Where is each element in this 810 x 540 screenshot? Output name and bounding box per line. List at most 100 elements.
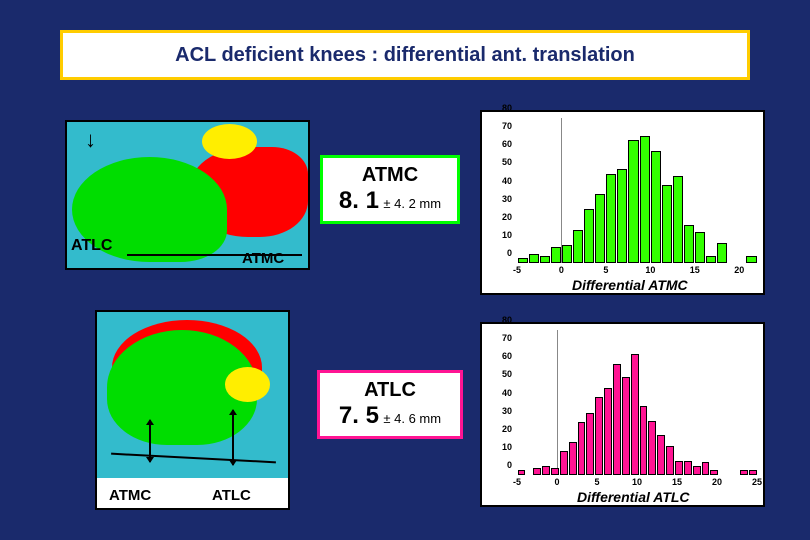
y-tick: 80 xyxy=(502,315,512,325)
stat-value: 8. 1 xyxy=(339,187,379,214)
measure-arrow-medial xyxy=(149,420,151,462)
x-tick: -5 xyxy=(513,265,521,275)
bar xyxy=(717,243,727,263)
anatomical-diagram-lateral: ↓ ATLC ATMC xyxy=(65,120,310,270)
bar xyxy=(551,247,561,263)
x-tick: 15 xyxy=(672,477,682,487)
histogram-xlabel: Differential ATMC xyxy=(572,277,688,293)
histogram-xlabel: Differential ATLC xyxy=(577,489,690,505)
bars xyxy=(517,330,757,475)
y-tick: 80 xyxy=(502,103,512,113)
x-tick: 20 xyxy=(712,477,722,487)
y-tick: 60 xyxy=(502,351,512,361)
bar xyxy=(518,470,526,475)
diagram-label-atlc: ATLC xyxy=(212,487,251,504)
y-tick: 60 xyxy=(502,139,512,149)
bar xyxy=(640,406,648,475)
bar xyxy=(684,225,694,263)
bar xyxy=(706,256,716,263)
measure-arrow-lateral xyxy=(232,410,234,465)
stat-value: 7. 5 xyxy=(339,402,379,429)
bar xyxy=(604,388,612,475)
y-tick: 50 xyxy=(502,369,512,379)
y-axis: 01020304050607080 xyxy=(482,330,515,475)
bar xyxy=(562,245,572,263)
bar xyxy=(586,413,594,475)
bar xyxy=(622,377,630,475)
y-tick: 40 xyxy=(502,388,512,398)
stat-label: ATLC xyxy=(330,379,450,402)
y-tick: 0 xyxy=(507,248,512,258)
bar xyxy=(518,258,528,263)
stat-label: ATMC xyxy=(333,164,447,187)
bar xyxy=(702,462,710,475)
bar xyxy=(749,470,757,475)
bar xyxy=(684,461,692,476)
bar xyxy=(533,468,541,475)
bar xyxy=(657,435,665,475)
stat-atlc: ATLC 7. 5 ± 4. 6 mm xyxy=(317,370,463,439)
bar xyxy=(666,446,674,475)
bar xyxy=(628,140,638,263)
stat-atmc: ATMC 8. 1 ± 4. 2 mm xyxy=(320,155,460,224)
y-axis: 01020304050607080 xyxy=(482,118,515,263)
diagram-label-atmc: ATMC xyxy=(242,250,284,267)
y-tick: 70 xyxy=(502,333,512,343)
bar xyxy=(631,354,639,475)
bar xyxy=(662,185,672,263)
bar xyxy=(648,421,656,475)
bar xyxy=(573,230,583,263)
y-tick: 70 xyxy=(502,121,512,131)
bar xyxy=(529,254,539,263)
bar xyxy=(540,256,550,263)
bar xyxy=(695,232,705,263)
bar xyxy=(746,256,756,263)
y-tick: 50 xyxy=(502,157,512,167)
y-tick: 30 xyxy=(502,406,512,416)
x-tick: 0 xyxy=(554,477,559,487)
bar xyxy=(560,451,568,475)
x-tick: 25 xyxy=(752,477,762,487)
bar xyxy=(710,470,718,475)
bar xyxy=(675,461,683,476)
bar xyxy=(595,194,605,263)
histogram-atlc: 01020304050607080 -50510152025 Different… xyxy=(480,322,765,507)
bar xyxy=(584,209,594,263)
y-tick: 0 xyxy=(507,460,512,470)
x-tick: 0 xyxy=(559,265,564,275)
x-tick: 10 xyxy=(632,477,642,487)
bar xyxy=(651,151,661,263)
page-title: ACL deficient knees : differential ant. … xyxy=(60,30,750,80)
bar xyxy=(606,174,616,263)
bar xyxy=(569,442,577,475)
bar xyxy=(551,468,559,475)
x-tick: 10 xyxy=(645,265,655,275)
histogram-atmc: 01020304050607080 -505101520 Differentia… xyxy=(480,110,765,295)
x-tick: 5 xyxy=(594,477,599,487)
patella-shape xyxy=(202,124,257,159)
y-tick: 10 xyxy=(502,230,512,240)
diagram-label-atlc: ATLC xyxy=(71,237,112,255)
lateral-shape xyxy=(225,367,270,402)
stat-sd: ± 4. 2 mm xyxy=(383,196,441,211)
bar xyxy=(693,466,701,475)
y-tick: 20 xyxy=(502,424,512,434)
y-tick: 20 xyxy=(502,212,512,222)
anatomical-diagram-axial: ATMC ATLC xyxy=(95,310,290,510)
force-arrow-icon: ↓ xyxy=(85,127,96,153)
bar xyxy=(673,176,683,263)
y-tick: 40 xyxy=(502,176,512,186)
x-tick: -5 xyxy=(513,477,521,487)
bar xyxy=(740,470,748,475)
x-tick: 15 xyxy=(690,265,700,275)
bars xyxy=(517,118,757,263)
x-tick: 20 xyxy=(734,265,744,275)
y-tick: 10 xyxy=(502,442,512,452)
bar xyxy=(617,169,627,263)
bar xyxy=(613,364,621,475)
x-tick: 5 xyxy=(603,265,608,275)
bar xyxy=(578,422,586,475)
diagram-label-atmc: ATMC xyxy=(109,487,151,504)
bar xyxy=(542,466,550,475)
bar xyxy=(640,136,650,263)
